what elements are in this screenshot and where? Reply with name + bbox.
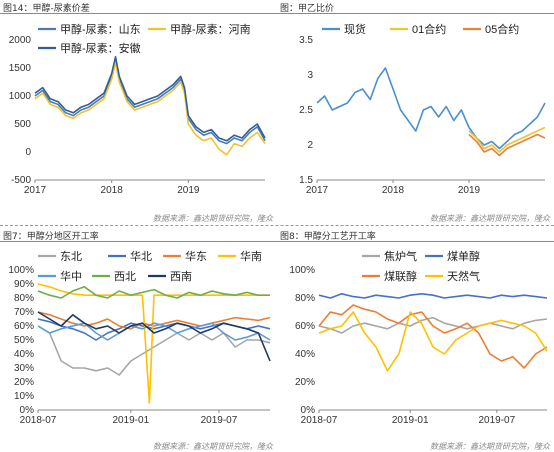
y-tick-label: 60% [295,321,315,332]
source-note: 数据来源：鑫达期货研究院，隆众 [153,214,273,223]
section-divider [0,225,554,226]
legend-label: 华中 [60,269,82,283]
legend-label: 甲醇-尿素：河南 [170,22,251,36]
y-tick-label: 100% [8,265,34,276]
y-tick-label: 100% [289,265,315,276]
y-tick-label: 60% [14,321,34,332]
x-tick-label: 2019 [458,185,481,196]
series-line [34,61,266,156]
series-line [318,293,548,299]
y-tick-label: 2000 [9,35,32,46]
legend-label: 华北 [130,249,152,263]
y-tick-label: 20% [14,377,34,388]
y-tick-label: 90% [14,279,34,290]
series-line [468,126,546,153]
y-tick-label: 80% [295,293,315,304]
x-tick-label: 2019-01 [392,415,429,426]
x-tick-label: 2017 [24,185,47,196]
series-line [468,133,546,157]
y-tick-label: 500 [14,119,31,130]
panel-process-operating-rate: 图8：甲醇分工艺开工率 0% 20% 40% 60% 80% 100% 2018-07 201… [277,228,554,452]
chart-methanol-urea-spread: -500 0 500 1000 1500 2000 2017 2018 2019 甲醇-尿素：山东… [9,22,266,196]
y-tick-label: 0 [25,147,31,158]
x-tick-label: 2019-01 [112,415,149,426]
source-note: 数据来源：鑫达期货研究院，隆众 [153,442,273,451]
legend-label: 焦炉气 [384,249,417,263]
title-rule [0,13,277,14]
title-rule [277,241,554,242]
y-tick-label: 3 [307,70,313,81]
series-line [34,55,266,142]
y-tick-label: 40% [295,349,315,360]
legend-label: 西北 [114,270,136,283]
panel-title: 图：甲乙比价 [280,4,335,14]
chart-regional-operating-rate: 0% 10% 20% 30% 40% 50% 60% 70% 80% 90% 100% 2018-07… [8,249,271,426]
legend-label: 现货 [344,22,366,36]
series-line [37,311,271,330]
y-tick-label: 50% [14,335,34,346]
series-line [37,285,270,299]
x-tick-label: 2019-07 [478,415,515,426]
title-rule [277,13,554,14]
x-tick-label: 2018 [382,185,405,196]
y-tick-label: 0% [20,405,35,416]
panel-regional-operating-rate: 图7：甲醇分地区开工率 0% 10% 20% 30% 40% 50% 60% 70% 80% 90… [0,228,277,452]
y-tick-label: 0% [301,405,316,416]
y-tick-label: 20% [295,377,315,388]
y-tick-label: 2.5 [299,105,313,116]
series-line [37,318,271,341]
legend-label: 天然气 [447,269,480,283]
panel-methanol-ethylene-ratio: 图：甲乙比价 1.5 2 2.5 3 3.5 2017 2018 2019 现货 01合约 05合约… [277,0,554,224]
x-tick-label: 2019-07 [201,415,238,426]
legend-label: 甲醇-尿素：山东 [60,22,141,36]
x-tick-label: 2018-07 [301,415,338,426]
series-line [37,325,271,376]
legend-label: 东北 [60,250,82,263]
panel-methanol-urea-spread: 图14：甲醇-尿素价差 -500 0 500 1000 1500 2000 2017 2018… [0,0,277,224]
legend-label: 01合约 [412,22,446,36]
series-line [34,58,266,145]
y-tick-label: 10% [14,391,34,402]
legend-label: 西南 [170,270,192,283]
chart-methanol-ethylene-ratio: 1.5 2 2.5 3 3.5 2017 2018 2019 现货 01合约 05合约 [299,22,546,196]
legend-label: 05合约 [485,22,519,36]
y-tick-label: 1500 [9,63,32,74]
panel-title: 图8：甲醇分工艺开工率 [280,232,376,242]
panel-title: 图7：甲醇分地区开工率 [3,232,99,242]
series-line [318,311,548,372]
source-note: 数据来源：鑫达期货研究院，隆众 [430,214,550,223]
panel-title: 图14：甲醇-尿素价差 [3,4,90,14]
y-tick-label: 40% [14,349,34,360]
series-line [318,316,548,334]
series-line [37,283,270,404]
legend-label: 华东 [185,249,207,263]
y-tick-label: 1.5 [299,175,313,186]
legend-label: 煤单醇 [447,249,480,263]
y-tick-label: 30% [14,363,34,374]
chart-process-operating-rate: 0% 20% 40% 60% 80% 100% 2018-07 2019-01 2019-07 焦… [289,249,548,426]
legend-label: 华南 [240,249,262,263]
y-tick-label: 1000 [9,91,32,102]
series-line [316,67,546,150]
title-rule [0,241,277,242]
x-tick-label: 2018 [101,185,124,196]
x-tick-label: 2017 [306,185,329,196]
y-tick-label: -500 [11,175,31,186]
y-tick-label: 2 [307,140,313,151]
y-tick-label: 80% [14,293,34,304]
legend-label: 煤联醇 [384,269,417,283]
y-tick-label: 70% [14,307,34,318]
series-line [37,322,271,341]
legend-label: 甲醇-尿素：安徽 [60,41,141,55]
x-tick-label: 2018-07 [20,415,57,426]
y-tick-label: 3.5 [299,35,313,46]
series-line [318,304,548,369]
x-tick-label: 2019 [177,185,200,196]
source-note: 数据来源：鑫达期货研究院，隆众 [430,442,550,451]
series-line [37,311,271,362]
